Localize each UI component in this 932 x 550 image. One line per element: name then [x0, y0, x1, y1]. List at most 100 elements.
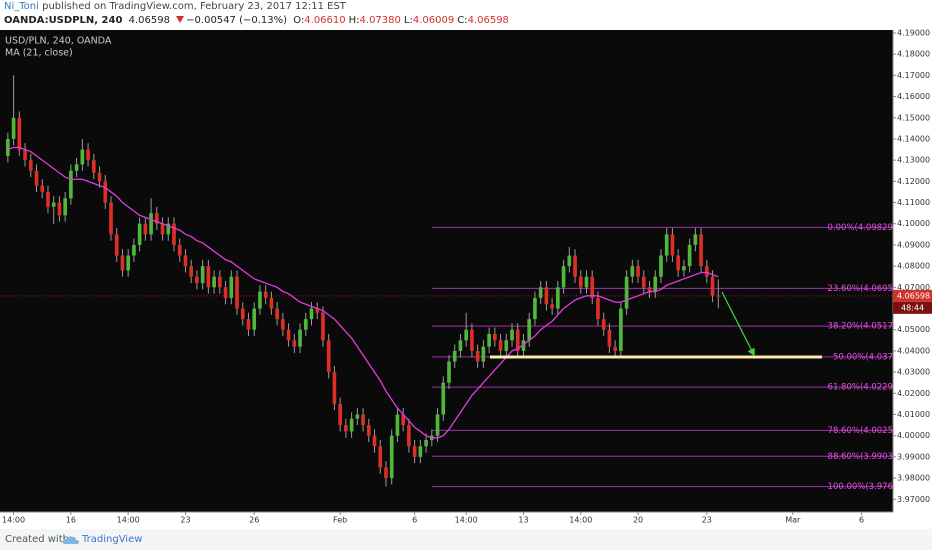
candle-body: [458, 340, 463, 351]
y-tick-label: 4.17000: [897, 71, 930, 80]
last-quote: 4.06598: [128, 15, 170, 26]
candle-body: [647, 287, 652, 292]
candle-body: [441, 382, 446, 415]
candle-body: [40, 185, 45, 192]
candle-body: [126, 255, 131, 271]
candle-body: [659, 255, 663, 277]
x-tick-label: 13: [518, 516, 528, 525]
candle-body: [34, 170, 39, 186]
candle-body: [132, 244, 136, 256]
candle-body: [384, 467, 388, 479]
candle-body: [464, 329, 469, 341]
candle-body: [470, 329, 474, 351]
candle-body: [246, 319, 251, 330]
candle-body: [607, 329, 612, 347]
candle-body: [258, 291, 262, 309]
candle-body: [407, 425, 411, 447]
candle-body: [492, 333, 497, 341]
candle-body: [97, 172, 102, 182]
candle-body: [498, 340, 503, 351]
candle-body: [57, 202, 62, 216]
author[interactable]: Ni_Toni: [4, 1, 39, 12]
y-tick-label: 4.01000: [897, 410, 930, 419]
y-tick-label: 4.00000: [897, 431, 930, 440]
logo: [62, 536, 80, 544]
ohlc-value: 4.07380: [359, 15, 401, 26]
x-tick-label: Mar: [785, 516, 801, 525]
candle-body: [23, 149, 27, 161]
published: published on TradingView.com, February 2…: [42, 1, 346, 12]
candle-body: [636, 266, 640, 277]
y-tick-label: 4.15000: [897, 113, 930, 122]
x-tick-label: Feb: [333, 516, 347, 525]
y-tick-label: 3.98000: [897, 474, 930, 483]
x-tick-label: 6: [412, 516, 417, 525]
candle-body: [395, 414, 400, 436]
candle-body: [561, 266, 566, 288]
chart: 0.00%(4.09829 23.60%(4.0695 38.20%(4.0517 5…: [0, 28, 932, 525]
y-tick-label: 4.10000: [897, 219, 930, 228]
candle-body: [389, 435, 394, 479]
y-tick-label: 4.09000: [897, 240, 930, 249]
ohlc-value: 4.06598: [467, 15, 509, 26]
candle-body: [46, 191, 50, 207]
candle-body: [63, 198, 67, 216]
candle-body: [355, 414, 360, 419]
y-tick-label: 4.16000: [897, 92, 930, 101]
y-tick-label: 4.11000: [897, 198, 930, 207]
candle-body: [366, 425, 371, 436]
candle-body: [556, 287, 560, 309]
x-tick-label: 26: [249, 516, 259, 525]
x-tick-label: 23: [702, 516, 712, 525]
candle-body: [218, 276, 222, 288]
candle-body: [481, 346, 486, 362]
axes: 4.19000 4.18000 4.17000 4.16000 4.15000 4.140…: [2, 28, 932, 525]
y-tick-label: 4.14000: [897, 134, 930, 143]
x-tick-label: 14:00: [455, 516, 478, 525]
indicator-legend: MA (21, close): [5, 48, 73, 59]
candle-body: [544, 287, 549, 305]
candle-body: [361, 414, 365, 426]
candle-body: [624, 276, 629, 309]
candle-body: [527, 319, 532, 341]
moving-average: [7, 146, 719, 439]
candle-body: [177, 244, 182, 256]
candle-body: [630, 266, 635, 277]
y-tick-label: 4.19000: [897, 28, 930, 37]
fib-label: 100.00%(3.976: [828, 482, 893, 492]
ohlc-label: O:: [293, 15, 305, 26]
candle-body: [86, 149, 90, 161]
arrow: [721, 291, 755, 357]
candle-body: [91, 160, 96, 173]
candle-body: [550, 304, 554, 309]
x-tick-label: 14:00: [117, 516, 140, 525]
fib-label: 23.60%(4.0695: [828, 284, 893, 294]
candle-body: [504, 340, 509, 351]
candle-body: [601, 319, 606, 330]
candle-body: [487, 333, 491, 347]
y-tick-label: 4.04000: [897, 346, 930, 355]
candle-body: [349, 418, 354, 432]
candle-body: [344, 425, 348, 432]
candle-body: [160, 223, 165, 235]
candle-body: [538, 287, 543, 298]
candle-body: [286, 329, 291, 341]
candle-body: [664, 234, 669, 256]
brand[interactable]: TradingView: [82, 534, 143, 545]
plot: 0.00%(4.09829 23.60%(4.0695 38.20%(4.0517 5…: [0, 75, 893, 492]
candle-body: [137, 223, 142, 245]
candle-body: [401, 414, 406, 426]
fib-label: 38.20%(4.0517: [828, 322, 893, 332]
candle-body: [263, 291, 268, 298]
candle-body: [676, 255, 680, 271]
candle-body: [670, 234, 675, 256]
change: −0.00547 (−0.13%): [186, 15, 288, 26]
candle-body: [533, 297, 537, 320]
candle-body: [303, 319, 308, 330]
candle-body: [338, 403, 342, 426]
candle-body: [412, 446, 417, 457]
candle-body: [28, 160, 33, 171]
candle-body: [596, 297, 600, 320]
fib-label: 88.60%(3.9903: [828, 452, 893, 462]
candle-body: [641, 276, 646, 288]
